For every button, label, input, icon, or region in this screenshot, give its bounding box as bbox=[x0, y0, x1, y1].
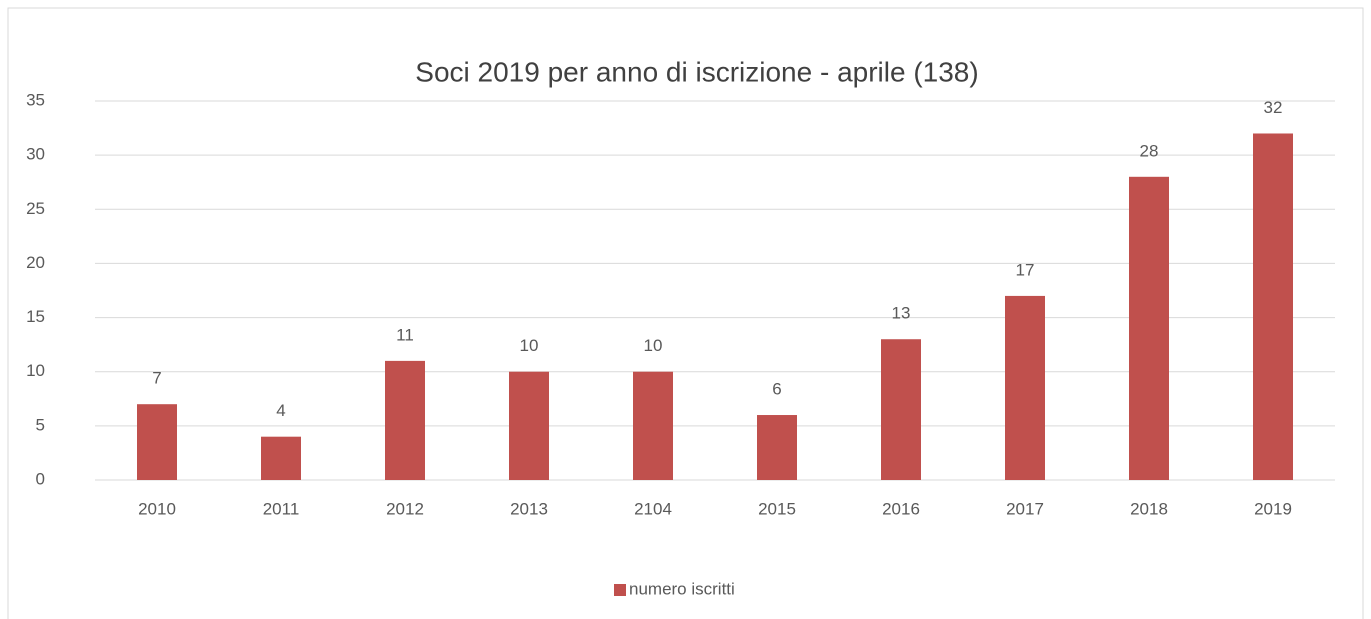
y-tick-label: 0 bbox=[36, 469, 45, 488]
data-label: 10 bbox=[644, 336, 663, 355]
x-tick-label: 2104 bbox=[634, 499, 672, 518]
data-label: 13 bbox=[892, 304, 911, 323]
x-tick-label: 2013 bbox=[510, 499, 548, 518]
y-tick-label: 25 bbox=[26, 199, 45, 218]
x-tick-label: 2010 bbox=[138, 499, 176, 518]
x-tick-label: 2018 bbox=[1130, 499, 1168, 518]
data-label: 17 bbox=[1016, 260, 1035, 279]
data-label: 4 bbox=[276, 401, 285, 420]
chart-title: Soci 2019 per anno di iscrizione - april… bbox=[415, 56, 978, 87]
x-tick-label: 2016 bbox=[882, 499, 920, 518]
data-label: 11 bbox=[396, 325, 414, 344]
y-tick-label: 15 bbox=[26, 307, 45, 326]
x-tick-label: 2012 bbox=[386, 499, 424, 518]
bar bbox=[633, 371, 673, 480]
legend-label: numero iscritti bbox=[629, 579, 735, 598]
x-tick-label: 2019 bbox=[1254, 499, 1292, 518]
bar bbox=[385, 360, 425, 480]
y-tick-label: 30 bbox=[26, 145, 45, 164]
x-tick-label: 2011 bbox=[263, 499, 300, 518]
bar bbox=[757, 415, 797, 480]
y-tick-label: 5 bbox=[36, 415, 45, 434]
bar bbox=[509, 371, 549, 480]
bar bbox=[1129, 176, 1169, 481]
data-label: 32 bbox=[1264, 98, 1283, 117]
data-label: 28 bbox=[1140, 141, 1159, 160]
bar bbox=[261, 436, 301, 480]
data-label: 7 bbox=[152, 369, 161, 388]
y-tick-label: 20 bbox=[26, 253, 45, 272]
bar bbox=[137, 404, 177, 480]
data-label: 6 bbox=[772, 380, 781, 399]
x-tick-label: 2017 bbox=[1006, 499, 1044, 518]
y-tick-label: 35 bbox=[26, 90, 45, 109]
y-tick-label: 10 bbox=[26, 361, 45, 380]
data-label: 10 bbox=[520, 336, 539, 355]
bar bbox=[1253, 133, 1293, 480]
legend-swatch bbox=[614, 584, 626, 596]
bar bbox=[1005, 295, 1045, 480]
x-tick-label: 2015 bbox=[758, 499, 796, 518]
bar bbox=[881, 339, 921, 480]
